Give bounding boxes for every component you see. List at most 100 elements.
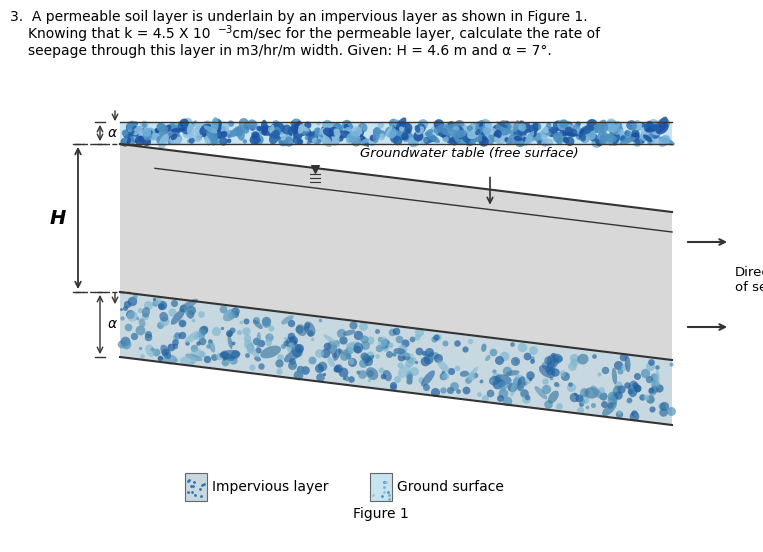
Ellipse shape bbox=[301, 129, 311, 135]
Point bbox=[478, 137, 490, 146]
Point bbox=[373, 343, 385, 352]
Ellipse shape bbox=[482, 120, 491, 135]
Point bbox=[617, 134, 629, 143]
Ellipse shape bbox=[171, 309, 185, 325]
Ellipse shape bbox=[612, 123, 620, 133]
Point bbox=[205, 132, 217, 141]
Point bbox=[294, 120, 306, 129]
Point bbox=[443, 136, 456, 145]
Point bbox=[148, 295, 160, 304]
Point bbox=[449, 136, 461, 145]
Point bbox=[346, 358, 358, 367]
Point bbox=[418, 349, 430, 358]
Point bbox=[522, 136, 534, 145]
Point bbox=[304, 329, 317, 338]
Ellipse shape bbox=[269, 130, 280, 144]
Ellipse shape bbox=[159, 312, 169, 322]
Ellipse shape bbox=[494, 130, 502, 139]
Point bbox=[155, 301, 167, 310]
Point bbox=[284, 343, 296, 352]
Point bbox=[437, 385, 449, 394]
Polygon shape bbox=[120, 144, 672, 360]
Point bbox=[388, 349, 400, 358]
Point bbox=[508, 357, 520, 366]
Point bbox=[493, 356, 505, 365]
Point bbox=[252, 346, 264, 354]
Point bbox=[542, 126, 554, 135]
Point bbox=[565, 361, 578, 370]
Point bbox=[501, 134, 513, 142]
Point bbox=[334, 134, 346, 143]
Point bbox=[343, 346, 355, 355]
Point bbox=[597, 132, 609, 141]
Ellipse shape bbox=[552, 354, 563, 362]
Ellipse shape bbox=[425, 132, 440, 143]
Point bbox=[327, 128, 339, 137]
Point bbox=[418, 356, 430, 365]
Point bbox=[211, 120, 224, 129]
Point bbox=[491, 379, 504, 388]
Point bbox=[314, 373, 326, 381]
Point bbox=[631, 138, 643, 147]
Point bbox=[181, 125, 193, 134]
Point bbox=[604, 122, 616, 131]
Text: Figure 1: Figure 1 bbox=[353, 507, 409, 521]
Point bbox=[360, 354, 372, 363]
Point bbox=[330, 364, 343, 373]
Point bbox=[229, 307, 241, 316]
Point bbox=[469, 121, 481, 130]
Ellipse shape bbox=[475, 129, 481, 135]
Point bbox=[256, 338, 268, 347]
Point bbox=[121, 323, 134, 332]
Point bbox=[243, 342, 256, 351]
Point bbox=[237, 119, 250, 128]
Ellipse shape bbox=[219, 350, 240, 359]
Point bbox=[262, 337, 274, 346]
Point bbox=[512, 379, 524, 388]
Point bbox=[353, 129, 365, 137]
Point bbox=[450, 136, 462, 145]
Point bbox=[261, 126, 273, 135]
Point bbox=[120, 137, 132, 146]
Ellipse shape bbox=[454, 136, 462, 145]
Point bbox=[581, 124, 594, 132]
Point bbox=[427, 134, 439, 143]
Ellipse shape bbox=[320, 135, 332, 147]
Point bbox=[303, 129, 315, 138]
Point bbox=[385, 129, 398, 138]
Ellipse shape bbox=[284, 348, 302, 363]
Point bbox=[484, 389, 496, 397]
Point bbox=[240, 126, 253, 135]
Point bbox=[240, 317, 253, 326]
Ellipse shape bbox=[230, 127, 242, 137]
Point bbox=[211, 124, 223, 132]
Point bbox=[453, 131, 465, 140]
Point bbox=[250, 316, 262, 325]
Ellipse shape bbox=[628, 380, 638, 397]
Point bbox=[639, 127, 652, 136]
Point bbox=[247, 121, 259, 130]
Point bbox=[258, 123, 270, 131]
Ellipse shape bbox=[549, 129, 560, 136]
Point bbox=[431, 123, 443, 131]
Point bbox=[520, 395, 532, 404]
Point bbox=[459, 126, 471, 135]
Point bbox=[628, 408, 640, 417]
Point bbox=[504, 137, 516, 146]
Point bbox=[156, 128, 169, 136]
Text: α: α bbox=[108, 317, 118, 332]
Point bbox=[171, 136, 183, 145]
Ellipse shape bbox=[127, 137, 131, 145]
Point bbox=[542, 355, 555, 364]
Point bbox=[559, 121, 571, 130]
Point bbox=[390, 327, 402, 336]
Point bbox=[119, 137, 131, 146]
Point bbox=[244, 344, 256, 353]
Point bbox=[445, 367, 457, 375]
Point bbox=[171, 331, 183, 339]
Point bbox=[124, 136, 137, 145]
Point bbox=[584, 129, 596, 137]
Ellipse shape bbox=[323, 128, 333, 137]
Point bbox=[273, 123, 285, 132]
Point bbox=[164, 139, 176, 147]
